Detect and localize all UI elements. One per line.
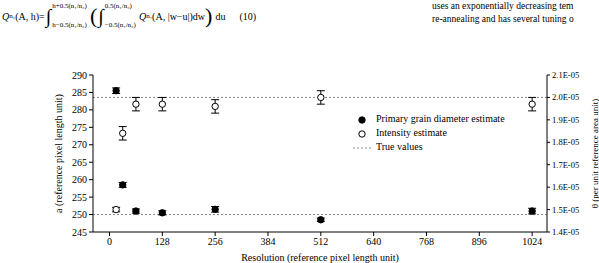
svg-text:0: 0 bbox=[107, 236, 112, 247]
svg-text:1.5E-05: 1.5E-05 bbox=[552, 205, 579, 215]
html-text:0.5(n₁/n₂): 0.5(n₁/n₂) bbox=[104, 2, 132, 10]
svg-text:280: 280 bbox=[72, 104, 87, 115]
html-text:uses an exponentially decreasi: uses an exponentially decreasing tem bbox=[432, 1, 574, 11]
html-text:Primary grain diameter estimat: Primary grain diameter estimate bbox=[376, 113, 505, 124]
svg-text:1.4E-05: 1.4E-05 bbox=[552, 227, 579, 237]
html-text:(10): (10) bbox=[239, 10, 256, 22]
svg-text:1024: 1024 bbox=[522, 236, 542, 247]
svg-text:2.0E-05: 2.0E-05 bbox=[552, 92, 579, 102]
svg-text:1.8E-05: 1.8E-05 bbox=[552, 137, 579, 147]
svg-text:245: 245 bbox=[72, 227, 87, 238]
svg-text:θ (per unit reference area uni: θ (per unit reference area unit) bbox=[590, 99, 591, 209]
svg-text:896: 896 bbox=[472, 236, 487, 247]
svg-text:512: 512 bbox=[313, 236, 328, 247]
svg-text:250: 250 bbox=[72, 209, 87, 220]
html-text:−0.5(n₁/n₂): −0.5(n₁/n₂) bbox=[104, 21, 136, 29]
svg-text:a (reference pixel length unit: a (reference pixel length unit) bbox=[53, 94, 65, 213]
svg-text:1.7E-05: 1.7E-05 bbox=[552, 160, 579, 170]
html-text:re-annealing and has several t: re-annealing and has several tuning o bbox=[432, 14, 574, 24]
svg-text:275: 275 bbox=[72, 122, 87, 133]
svg-text:265: 265 bbox=[72, 157, 87, 168]
svg-text:2.1E-05: 2.1E-05 bbox=[552, 70, 579, 80]
svg-text:1.9E-05: 1.9E-05 bbox=[552, 115, 579, 125]
html-text:Qn₁(A, |w−u|)dw: Qn₁(A, |w−u|)dw bbox=[138, 10, 205, 22]
html-text:h−0.5(n₁/n₂): h−0.5(n₁/n₂) bbox=[52, 21, 87, 29]
svg-text:Resolution (reference pixel le: Resolution (reference pixel length unit) bbox=[241, 252, 399, 263]
html-text:Intensity estimate: Intensity estimate bbox=[376, 127, 447, 138]
svg-text:256: 256 bbox=[208, 236, 223, 247]
html-text:h+0.5(n₁/n₂): h+0.5(n₁/n₂) bbox=[52, 2, 87, 10]
svg-text:285: 285 bbox=[72, 87, 87, 98]
html-text:Qn₂(A, h)=∫: Qn₂(A, h)=∫ bbox=[2, 4, 52, 27]
html-text:True values: True values bbox=[376, 141, 423, 152]
html-text:du: du bbox=[215, 10, 226, 22]
svg-text:270: 270 bbox=[72, 139, 87, 150]
svg-text:260: 260 bbox=[72, 174, 87, 185]
svg-text:640: 640 bbox=[366, 236, 381, 247]
svg-text:1.6E-05: 1.6E-05 bbox=[552, 182, 579, 192]
svg-text:255: 255 bbox=[72, 192, 87, 203]
svg-text:768: 768 bbox=[419, 236, 434, 247]
svg-text:384: 384 bbox=[260, 236, 275, 247]
svg-text:128: 128 bbox=[155, 236, 170, 247]
svg-text:290: 290 bbox=[72, 70, 87, 81]
